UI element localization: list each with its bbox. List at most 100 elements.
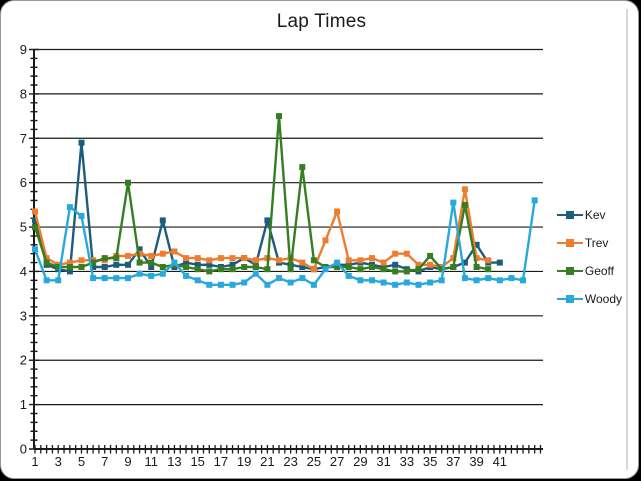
x-axis-label-21: 21 bbox=[260, 454, 274, 469]
x-axis-label-17: 17 bbox=[214, 454, 228, 469]
data-point-trev-lap-28 bbox=[345, 257, 352, 264]
x-axis-label-7: 7 bbox=[101, 454, 108, 469]
data-point-woody-lap-40 bbox=[485, 275, 492, 282]
data-point-trev-lap-31 bbox=[380, 259, 387, 266]
legend-label-trev: Trev bbox=[584, 235, 609, 250]
data-point-kev-lap-18 bbox=[229, 261, 236, 268]
chart-title: Lap Times bbox=[276, 11, 367, 32]
data-point-trev-lap-2 bbox=[43, 255, 50, 262]
data-point-woody-lap-7 bbox=[101, 275, 108, 282]
data-point-trev-lap-17 bbox=[217, 255, 224, 262]
data-point-kev-lap-9 bbox=[125, 261, 131, 268]
data-point-geoff-lap-8 bbox=[113, 255, 120, 262]
data-point-woody-lap-10 bbox=[136, 270, 143, 277]
x-axis-label-13: 13 bbox=[167, 454, 181, 469]
data-point-woody-lap-19 bbox=[241, 279, 248, 286]
data-point-geoff-lap-39 bbox=[473, 264, 480, 270]
data-point-woody-lap-11 bbox=[148, 272, 155, 279]
data-point-kev-lap-38 bbox=[461, 259, 468, 266]
data-point-woody-lap-20 bbox=[252, 270, 259, 277]
y-axis-label-3: 3 bbox=[20, 308, 27, 323]
x-axis-label-31: 31 bbox=[376, 454, 390, 469]
data-point-geoff-lap-17 bbox=[217, 266, 224, 273]
y-axis-label-1: 1 bbox=[20, 397, 27, 412]
data-point-geoff-lap-3 bbox=[55, 264, 62, 270]
data-point-geoff-lap-24 bbox=[299, 164, 306, 171]
y-axis-label-2: 2 bbox=[20, 353, 27, 368]
legend-label-woody: Woody bbox=[584, 291, 622, 306]
x-axis-label-27: 27 bbox=[330, 454, 344, 469]
data-point-geoff-lap-31 bbox=[380, 266, 387, 273]
data-point-kev-lap-41 bbox=[496, 259, 503, 266]
data-point-geoff-lap-2 bbox=[43, 259, 50, 266]
data-point-geoff-lap-15 bbox=[194, 266, 201, 273]
data-point-geoff-lap-14 bbox=[183, 264, 190, 270]
data-point-kev-lap-39 bbox=[473, 241, 480, 248]
x-axis-label-29: 29 bbox=[353, 454, 367, 469]
data-point-woody-lap-1 bbox=[32, 246, 38, 253]
data-point-kev-lap-16 bbox=[206, 261, 213, 268]
data-point-trev-lap-13 bbox=[171, 248, 178, 255]
data-point-geoff-lap-11 bbox=[148, 259, 155, 266]
data-point-trev-lap-39 bbox=[473, 255, 480, 262]
data-point-woody-lap-16 bbox=[206, 281, 213, 288]
data-point-woody-lap-2 bbox=[43, 277, 50, 284]
data-point-kev-lap-5 bbox=[78, 139, 85, 146]
data-point-trev-lap-11 bbox=[148, 252, 155, 259]
data-point-geoff-lap-29 bbox=[357, 266, 364, 273]
y-axis-label-4: 4 bbox=[20, 264, 27, 279]
data-point-kev-lap-7 bbox=[101, 264, 108, 270]
data-point-woody-lap-29 bbox=[357, 277, 364, 284]
legend-item-geoff: Geoff bbox=[556, 261, 622, 280]
data-point-geoff-lap-33 bbox=[403, 268, 410, 275]
data-point-woody-lap-39 bbox=[473, 277, 480, 284]
x-axis-label-37: 37 bbox=[446, 454, 460, 469]
data-point-woody-lap-22 bbox=[276, 275, 282, 282]
data-point-trev-lap-34 bbox=[415, 261, 422, 268]
data-point-trev-lap-1 bbox=[32, 208, 38, 215]
legend-swatch-kev bbox=[556, 210, 583, 219]
data-point-geoff-lap-22 bbox=[276, 113, 282, 120]
x-axis-label-3: 3 bbox=[55, 454, 62, 469]
data-point-geoff-lap-1 bbox=[32, 224, 38, 231]
data-point-woody-lap-37 bbox=[450, 199, 457, 206]
data-point-geoff-lap-7 bbox=[101, 255, 108, 262]
data-point-woody-lap-24 bbox=[299, 275, 306, 282]
data-point-geoff-lap-34 bbox=[415, 266, 422, 273]
data-point-kev-lap-8 bbox=[113, 261, 120, 268]
y-axis-label-0: 0 bbox=[20, 442, 27, 457]
data-point-woody-lap-33 bbox=[403, 279, 410, 286]
data-point-woody-lap-12 bbox=[159, 270, 166, 277]
data-point-woody-lap-30 bbox=[369, 277, 375, 284]
data-point-geoff-lap-4 bbox=[66, 264, 73, 270]
legend-label-geoff: Geoff bbox=[584, 263, 614, 278]
data-point-woody-lap-25 bbox=[310, 281, 317, 288]
data-point-woody-lap-27 bbox=[334, 259, 341, 266]
x-axis-label-41: 41 bbox=[493, 454, 507, 469]
legend-swatch-trev bbox=[556, 238, 583, 247]
data-point-woody-lap-4 bbox=[66, 204, 73, 211]
data-point-trev-lap-37 bbox=[450, 255, 457, 262]
data-point-kev-lap-15 bbox=[194, 261, 201, 268]
data-point-woody-lap-21 bbox=[264, 281, 271, 288]
legend-swatch-geoff bbox=[556, 266, 583, 275]
data-point-woody-lap-31 bbox=[380, 279, 387, 286]
data-point-geoff-lap-12 bbox=[159, 264, 166, 270]
data-point-woody-lap-6 bbox=[90, 275, 97, 282]
data-point-trev-lap-26 bbox=[322, 237, 329, 244]
data-point-geoff-lap-5 bbox=[78, 264, 85, 270]
data-point-woody-lap-23 bbox=[287, 279, 294, 286]
data-point-trev-lap-15 bbox=[194, 255, 201, 262]
data-point-trev-lap-10 bbox=[136, 250, 143, 257]
data-point-trev-lap-24 bbox=[299, 259, 306, 266]
y-axis-label-9: 9 bbox=[20, 42, 27, 57]
data-point-trev-lap-18 bbox=[229, 255, 236, 262]
x-axis-label-35: 35 bbox=[423, 454, 437, 469]
series-line-geoff bbox=[33, 114, 489, 273]
data-point-geoff-lap-18 bbox=[229, 266, 236, 273]
x-axis-label-39: 39 bbox=[469, 454, 483, 469]
data-point-woody-lap-3 bbox=[55, 277, 62, 284]
data-point-trev-lap-38 bbox=[461, 186, 468, 193]
data-point-kev-lap-6 bbox=[90, 264, 97, 270]
